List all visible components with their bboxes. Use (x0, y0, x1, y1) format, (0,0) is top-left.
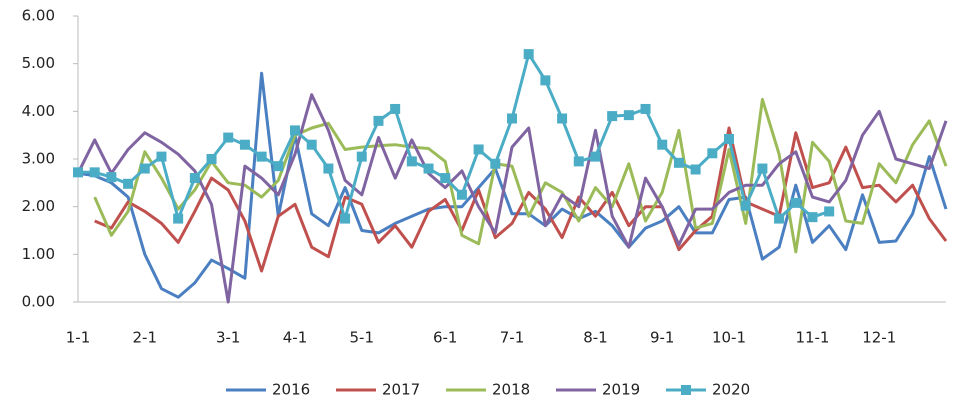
x-tick-label: 6-1 (433, 329, 458, 347)
y-tick-label: 1.00 (22, 245, 55, 263)
series-line (94, 126, 948, 273)
point-marker (456, 189, 467, 200)
x-tick-label: 1-1 (66, 329, 91, 347)
y-tick-label: 6.00 (22, 7, 55, 25)
point-marker (340, 213, 351, 224)
x-tick-label: 12-1 (862, 329, 896, 347)
point-marker (290, 125, 300, 136)
x-tick-label: 2-1 (133, 329, 158, 347)
x-tick-label: 4-1 (283, 329, 308, 347)
point-marker (607, 111, 618, 122)
point-marker (373, 115, 384, 126)
point-marker (440, 173, 451, 184)
point-marker (106, 172, 117, 183)
point-marker (206, 154, 217, 164)
point-marker (473, 144, 484, 155)
y-tick-label: 3.00 (22, 150, 55, 168)
point-marker (824, 206, 835, 217)
point-marker (590, 151, 601, 162)
point-marker (690, 164, 701, 175)
legend-label: 2016 (272, 381, 310, 399)
legend-marker (681, 385, 691, 395)
point-marker (707, 148, 718, 159)
x-tick-label: 8-1 (583, 329, 608, 347)
point-marker (223, 132, 234, 143)
point-marker (239, 139, 250, 150)
point-marker (623, 110, 634, 121)
point-marker (724, 133, 734, 144)
legend-label: 2020 (712, 381, 750, 399)
point-marker (790, 197, 801, 208)
y-tick-label: 4.00 (22, 102, 55, 120)
point-marker (557, 113, 568, 124)
point-marker (89, 167, 100, 178)
point-marker (523, 49, 534, 60)
y-tick-label: 2.00 (22, 197, 55, 215)
point-marker (256, 151, 267, 162)
point-marker (757, 163, 768, 174)
point-marker (657, 139, 668, 150)
point-marker (640, 103, 651, 114)
point-marker (540, 75, 551, 86)
x-tick-label: 10-1 (712, 329, 746, 347)
point-marker (673, 157, 684, 168)
x-tick-label: 3-1 (216, 329, 241, 347)
point-marker (156, 151, 167, 162)
x-tick-label: 5-1 (350, 329, 375, 347)
point-marker (123, 178, 134, 189)
point-marker (807, 212, 818, 223)
legend-label: 2018 (492, 381, 530, 399)
point-marker (490, 158, 501, 169)
point-marker (73, 167, 83, 178)
y-tick-label: 0.00 (22, 293, 55, 311)
y-tick-label: 5.00 (22, 54, 55, 72)
point-marker (189, 173, 200, 184)
series-line (76, 93, 948, 304)
point-marker (740, 200, 751, 211)
x-tick-label: 11-1 (795, 329, 829, 347)
point-marker (406, 156, 417, 167)
legend-label: 2019 (602, 381, 640, 399)
x-tick-label: 9-1 (650, 329, 675, 347)
point-marker (306, 139, 317, 150)
series-line (78, 52, 830, 221)
point-marker (507, 113, 517, 124)
legend-label: 2017 (382, 381, 420, 399)
series-line (93, 97, 948, 254)
point-marker (356, 151, 367, 162)
point-marker (273, 161, 284, 172)
point-marker (774, 213, 785, 224)
x-tick-label: 7-1 (500, 329, 525, 347)
point-marker (173, 213, 184, 224)
point-marker (139, 163, 150, 174)
point-marker (390, 103, 401, 114)
point-marker (573, 156, 584, 167)
point-marker (323, 163, 334, 174)
point-marker (423, 163, 434, 174)
